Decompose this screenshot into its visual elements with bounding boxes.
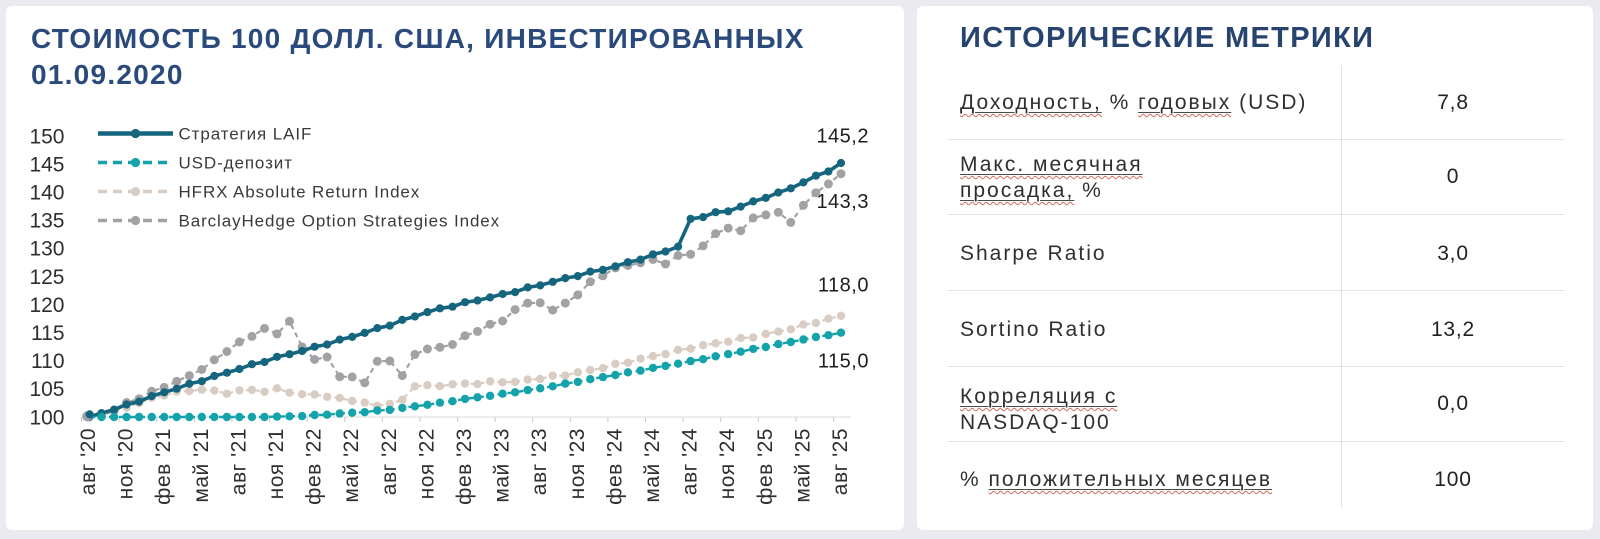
svg-text:125: 125: [29, 266, 64, 289]
svg-text:авг '22: авг '22: [378, 428, 401, 495]
svg-text:Стратегия LAIF: Стратегия LAIF: [179, 125, 313, 144]
svg-text:150: 150: [29, 125, 64, 148]
svg-text:115: 115: [31, 322, 64, 345]
svg-text:фев '25: фев '25: [754, 428, 777, 505]
svg-text:фев '22: фев '22: [303, 428, 326, 505]
svg-text:ноя '24: ноя '24: [716, 428, 739, 499]
svg-text:145,2: 145,2: [816, 126, 869, 148]
svg-text:фев '21: фев '21: [152, 428, 175, 505]
svg-text:ноя '20: ноя '20: [115, 428, 138, 499]
svg-text:140: 140: [29, 182, 64, 205]
svg-text:118,0: 118,0: [818, 275, 869, 297]
svg-text:май '23: май '23: [491, 428, 514, 503]
svg-text:USD-депозит: USD-депозит: [179, 154, 293, 173]
svg-text:авг '24: авг '24: [679, 428, 702, 495]
svg-text:фев '24: фев '24: [603, 428, 626, 505]
svg-text:135: 135: [29, 210, 64, 233]
svg-text:авг '25: авг '25: [829, 428, 852, 495]
svg-text:май '25: май '25: [791, 428, 814, 503]
svg-text:ноя '22: ноя '22: [415, 428, 438, 499]
svg-text:ноя '23: ноя '23: [566, 428, 589, 499]
svg-text:100: 100: [29, 406, 64, 429]
svg-text:143,3: 143,3: [816, 191, 869, 213]
svg-text:145: 145: [29, 153, 64, 176]
svg-text:май '21: май '21: [190, 428, 213, 503]
svg-text:авг '23: авг '23: [528, 428, 551, 495]
svg-text:HFRX Absolute Return Index: HFRX Absolute Return Index: [179, 183, 421, 202]
svg-text:115,0: 115,0: [818, 351, 869, 373]
svg-text:фев '23: фев '23: [453, 428, 476, 505]
svg-text:май '24: май '24: [641, 428, 664, 503]
svg-text:BarclayHedge Option Strategies: BarclayHedge Option Strategies Index: [179, 212, 501, 231]
svg-text:май '22: май '22: [340, 428, 363, 503]
svg-text:ноя '21: ноя '21: [265, 428, 288, 499]
svg-text:105: 105: [29, 378, 64, 401]
svg-text:130: 130: [29, 238, 64, 261]
svg-text:120: 120: [29, 294, 64, 317]
svg-text:авг '21: авг '21: [227, 428, 250, 495]
svg-text:авг '20: авг '20: [77, 428, 100, 495]
svg-text:110: 110: [31, 350, 64, 373]
